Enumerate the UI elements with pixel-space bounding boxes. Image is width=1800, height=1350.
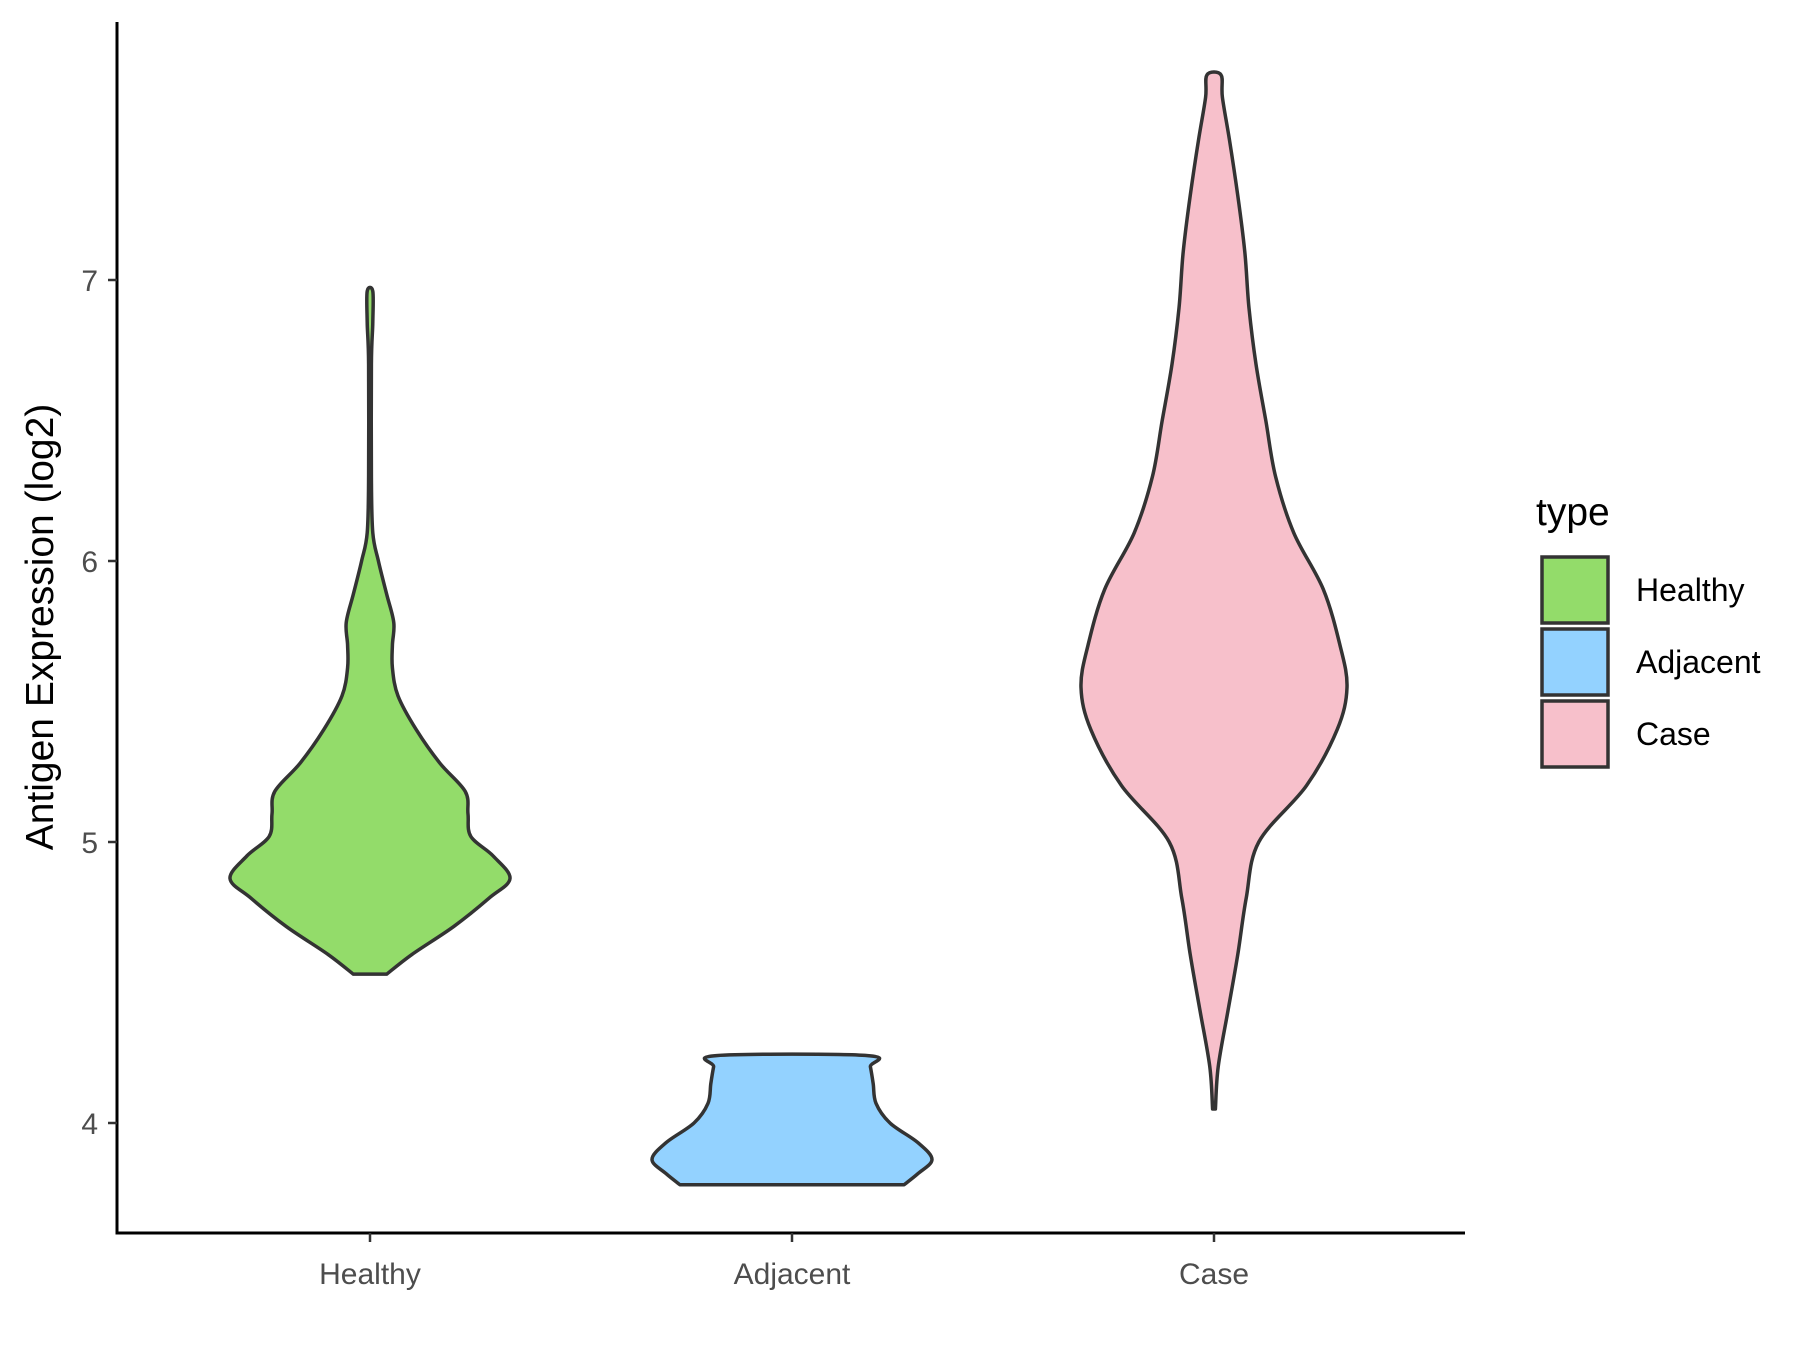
y-tick-label: 7 [81,265,98,298]
x-tick-label: Adjacent [734,1258,851,1291]
y-axis-title: Antigen Expression (log2) [19,404,62,851]
violin-case [1079,70,1349,1111]
legend: type Healthy Adjacent Case [1536,491,1761,769]
legend-label-healthy: Healthy [1636,572,1745,608]
axes: 4 5 6 7 Healthy Adjacent Case [81,22,1465,1291]
legend-label-case: Case [1636,716,1711,752]
legend-title: type [1536,491,1610,534]
x-tick-label: Case [1179,1258,1249,1291]
legend-key-healthy [1540,555,1610,625]
legend-label-adjacent: Adjacent [1636,644,1761,680]
legend-key-case [1540,699,1610,769]
violin-healthy [228,285,512,976]
y-tick-label: 4 [81,1108,98,1141]
y-tick-label: 6 [81,546,98,579]
x-ticks: Healthy Adjacent Case [319,1233,1249,1291]
violin-layer [228,70,1349,1187]
legend-key-adjacent [1540,627,1610,697]
y-ticks: 4 5 6 7 [81,265,117,1141]
violin-adjacent [650,1052,934,1187]
x-tick-label: Healthy [319,1258,421,1291]
y-tick-label: 5 [81,827,98,860]
